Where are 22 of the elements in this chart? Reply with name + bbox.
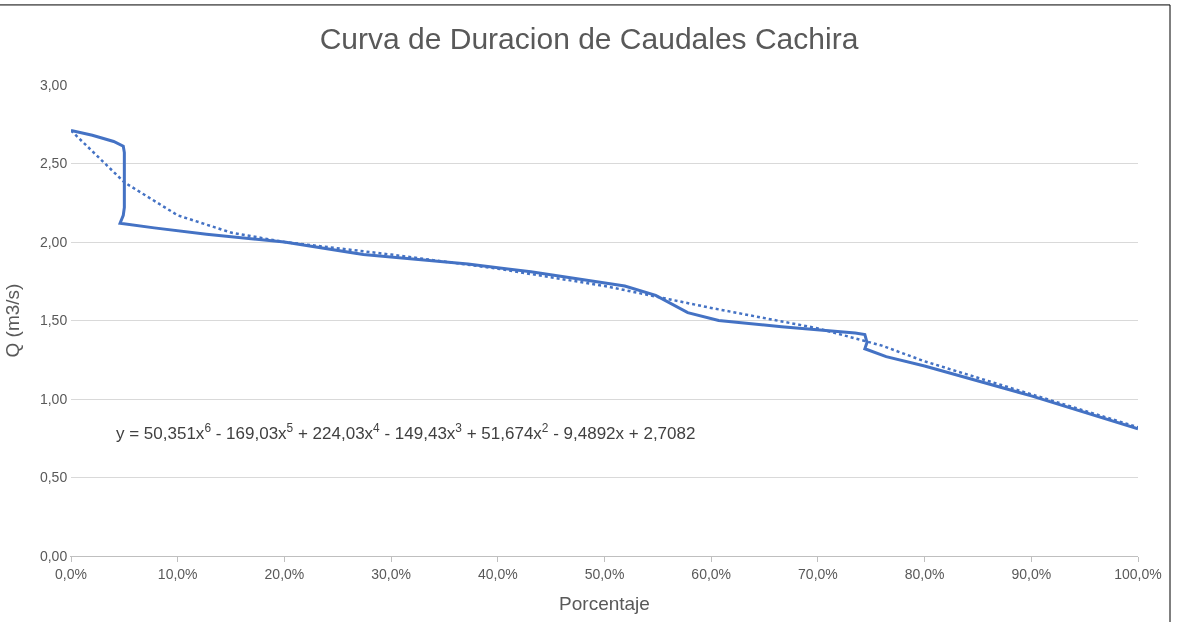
x-tick-label: 60,0%: [691, 565, 732, 582]
x-tick-label: 50,0%: [584, 565, 625, 582]
x-tick-label: 10,0%: [157, 565, 198, 582]
y-tick-label: 2,50: [39, 155, 68, 172]
y-tick-label: 0,00: [39, 547, 68, 564]
x-tick-label: 100,0%: [1114, 565, 1162, 582]
text: y = 50,351x$^{6}$ - 169,03x$^{5}$ + 224,03x$^{4}$ - 149,43x$^{3}$ + 51,674x$^{2}$ - 9,4892x + 2,7082: [116, 421, 696, 444]
x-tick-label: 20,0%: [264, 565, 305, 582]
y-axis-title: Q (m3/s): [1, 283, 23, 358]
y-tick-label: 1,50: [39, 312, 68, 329]
x-tick-label: 0,0%: [55, 565, 87, 582]
chart-title: Curva de Duracion de Caudales Cachira: [319, 21, 859, 55]
y-tick-label: 3,00: [39, 76, 68, 93]
x-tick-label: 30,0%: [371, 565, 411, 582]
y-tick-label: 0,50: [39, 469, 68, 486]
y-tick-label: 2,00: [39, 233, 68, 250]
x-axis-title: Porcentaje: [559, 592, 650, 614]
x-tick-label: 90,0%: [1011, 565, 1052, 582]
x-tick-label: 70,0%: [798, 565, 838, 582]
y-tick-label: 1,00: [39, 390, 68, 407]
x-tick-label: 40,0%: [477, 565, 518, 582]
x-tick-label: 80,0%: [904, 565, 945, 582]
